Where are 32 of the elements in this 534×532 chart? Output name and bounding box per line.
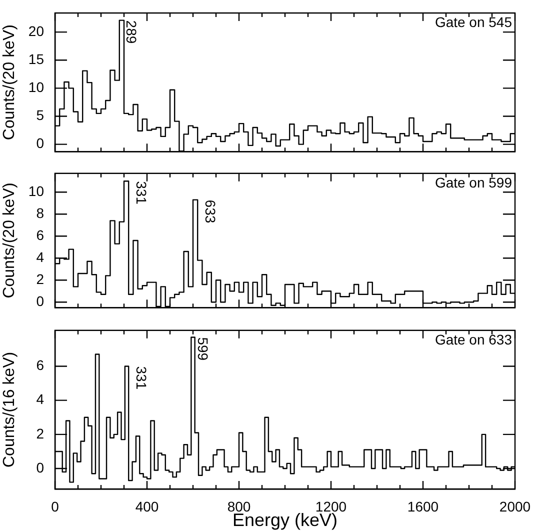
y-tick-label: 0 [36,135,44,152]
y-tick-label: 6 [36,357,44,374]
y-tick-label: 10 [28,79,44,96]
annotation: 289 [124,20,140,44]
annotation: 633 [202,200,219,224]
y-axis-title: Counts/(16 keV) [1,352,18,468]
x-tick-label: 800 [227,498,251,514]
y-tick-label: 15 [28,50,44,67]
annotation: 331 [133,181,150,205]
y-tick-label: 4 [36,391,44,408]
y-tick-label: 2 [36,425,44,442]
y-tick-label: 0 [36,292,44,309]
y-tick-label: 4 [36,248,44,265]
y-axis-title: Counts/(20 keV) [1,182,18,298]
y-tick-label: 10 [28,182,44,199]
y-tick-label: 2 [36,270,44,287]
x-tick-label: 400 [135,498,159,514]
annotation: Gate on 599 [434,174,512,190]
x-tick-label: 0 [51,498,60,514]
x-tick-label: 1600 [407,498,439,514]
x-tick-label: 2000 [499,498,531,514]
y-tick-label: 6 [36,226,44,243]
annotation: Gate on 545 [434,14,512,30]
x-tick-label: 1200 [315,498,347,514]
annotation: 331 [133,366,150,390]
y-tick-label: 5 [36,107,44,124]
y-tick-label: 0 [36,459,44,476]
y-tick-label: 20 [28,22,44,39]
annotation: Gate on 633 [434,331,512,348]
annotation: 599 [194,337,211,361]
y-axis-title: Counts/(20 keV) [1,24,18,140]
y-tick-label: 8 [36,204,44,221]
